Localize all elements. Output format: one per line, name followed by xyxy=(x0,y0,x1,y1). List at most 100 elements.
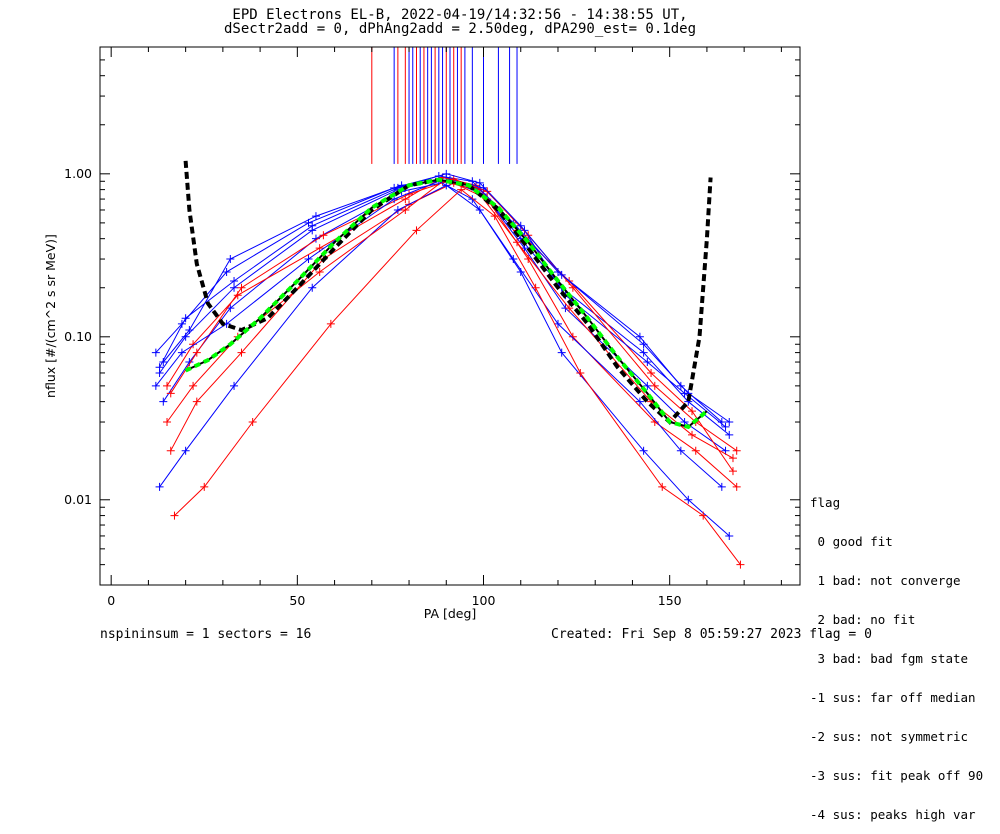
series-11-point-3 xyxy=(308,221,317,230)
series-10-point-10 xyxy=(699,511,708,520)
series-9-point-1 xyxy=(177,348,186,357)
series-7-point-11 xyxy=(721,422,730,431)
series-9-point-0 xyxy=(151,381,160,390)
flag-legend: flag 0 good fit 1 bad: not converge 2 ba… xyxy=(810,470,983,834)
series-10-point-3 xyxy=(326,319,335,328)
series-line-9 xyxy=(155,180,723,488)
series-line-10 xyxy=(174,188,741,565)
legend-item-6: -3 sus: fit peak off 90 xyxy=(810,768,984,783)
series-10-point-4 xyxy=(412,226,421,235)
series-0-point-9 xyxy=(639,348,648,357)
series-6-point-8 xyxy=(565,304,574,313)
series-9-point-10 xyxy=(676,446,685,455)
series-9-point-8 xyxy=(553,319,562,328)
series-5-point-2 xyxy=(230,381,239,390)
series-6-point-4 xyxy=(401,205,410,214)
series-11-point-8 xyxy=(557,270,566,279)
legend-item-5: -2 sus: not symmetric xyxy=(810,729,969,744)
series-3-point-10 xyxy=(691,446,700,455)
legend-item-2: 2 bad: no fit xyxy=(810,612,916,627)
y-tick-label-1: 0.10 xyxy=(64,329,92,344)
series-8-point-9 xyxy=(650,381,659,390)
series-11-point-7 xyxy=(516,221,525,230)
footer-created: Created: Fri Sep 8 05:59:27 2023 flag = … xyxy=(551,627,872,642)
series-3-point-0 xyxy=(166,446,175,455)
series-6-point-0 xyxy=(163,418,172,427)
series-line-6 xyxy=(166,180,734,459)
legend-item-1: 1 bad: not converge xyxy=(810,573,961,588)
series-7-point-9 xyxy=(643,358,652,367)
y-tick-label-0: 0.01 xyxy=(64,492,92,507)
chart-title-line-2: dSectr2add = 0, dPhAng2add = 2.50deg, dP… xyxy=(223,21,696,37)
series-line-8 xyxy=(170,178,737,452)
series-11-point-0 xyxy=(155,363,164,372)
series-4-point-9 xyxy=(635,332,644,341)
series-6-point-11 xyxy=(728,454,737,463)
series-2-point-10 xyxy=(688,407,697,416)
legend-item-4: -1 sus: far off median xyxy=(810,690,976,705)
series-10-point-9 xyxy=(658,482,667,491)
series-8-point-8 xyxy=(568,283,577,292)
series-10-point-7 xyxy=(531,283,540,292)
legend-title: flag xyxy=(810,495,841,510)
x-axis-label: PA [deg] xyxy=(424,606,477,621)
plot-area xyxy=(151,47,745,569)
legend-item-7: -4 sus: peaks high var xyxy=(810,807,976,822)
series-10-point-6 xyxy=(490,212,499,221)
series-11-point-9 xyxy=(639,340,648,349)
fit-curve-green-underlay xyxy=(185,178,708,428)
series-1-point-9 xyxy=(643,381,652,390)
series-5-point-4 xyxy=(393,205,402,214)
series-2-point-11 xyxy=(728,467,737,476)
series-line-3 xyxy=(170,182,738,488)
series-11-point-5 xyxy=(442,169,451,178)
x-tick-label-1: 50 xyxy=(289,593,305,608)
series-8-point-11 xyxy=(732,446,741,455)
series-7-point-1 xyxy=(185,326,194,335)
series-11-point-6 xyxy=(475,178,484,187)
series-8-point-0 xyxy=(166,389,175,398)
legend-item-0: 0 good fit xyxy=(810,534,893,549)
series-2-point-0 xyxy=(163,381,172,390)
series-3-point-1 xyxy=(192,397,201,406)
series-line-5 xyxy=(159,184,730,537)
series-3-point-11 xyxy=(732,482,741,491)
series-line-1 xyxy=(162,180,726,452)
plot-frame xyxy=(99,46,801,586)
series-4-point-2 xyxy=(222,267,231,276)
series-0-point-2 xyxy=(230,283,239,292)
series-5-point-9 xyxy=(639,446,648,455)
x-tick-label-0: 0 xyxy=(107,593,115,608)
series-8-point-3 xyxy=(319,231,328,240)
series-4-point-1 xyxy=(177,319,186,328)
y-tick-label-2: 1.00 xyxy=(64,166,92,181)
series-10-point-1 xyxy=(200,482,209,491)
series-8-point-2 xyxy=(237,283,246,292)
series-6-point-3 xyxy=(315,267,324,276)
series-5-point-11 xyxy=(725,531,734,540)
series-5-point-3 xyxy=(308,283,317,292)
series-10-point-11 xyxy=(736,560,745,569)
series-6-point-10 xyxy=(688,430,697,439)
series-1-point-10 xyxy=(680,418,689,427)
legend-item-3: 3 bad: bad fgm state xyxy=(810,651,969,666)
series-6-point-1 xyxy=(189,381,198,390)
series-2-point-9 xyxy=(647,368,656,377)
series-3-point-2 xyxy=(237,348,246,357)
fit-curve-black xyxy=(183,160,713,425)
series-9-point-6 xyxy=(468,195,477,204)
series-6-point-7 xyxy=(513,238,522,247)
series-10-point-0 xyxy=(170,511,179,520)
series-5-point-0 xyxy=(155,482,164,491)
fit-curve-green xyxy=(184,177,709,430)
series-11-point-1 xyxy=(181,314,190,323)
series-9-point-11 xyxy=(717,482,726,491)
x-tick-label-3: 150 xyxy=(658,593,682,608)
series-11-point-2 xyxy=(230,276,239,285)
series-9-point-7 xyxy=(509,255,518,264)
series-10-point-8 xyxy=(576,368,585,377)
series-line-11 xyxy=(159,173,730,423)
footer-settings: nspininsum = 1 sectors = 16 xyxy=(100,627,312,642)
series-9-point-9 xyxy=(635,397,644,406)
series-5-point-8 xyxy=(557,348,566,357)
